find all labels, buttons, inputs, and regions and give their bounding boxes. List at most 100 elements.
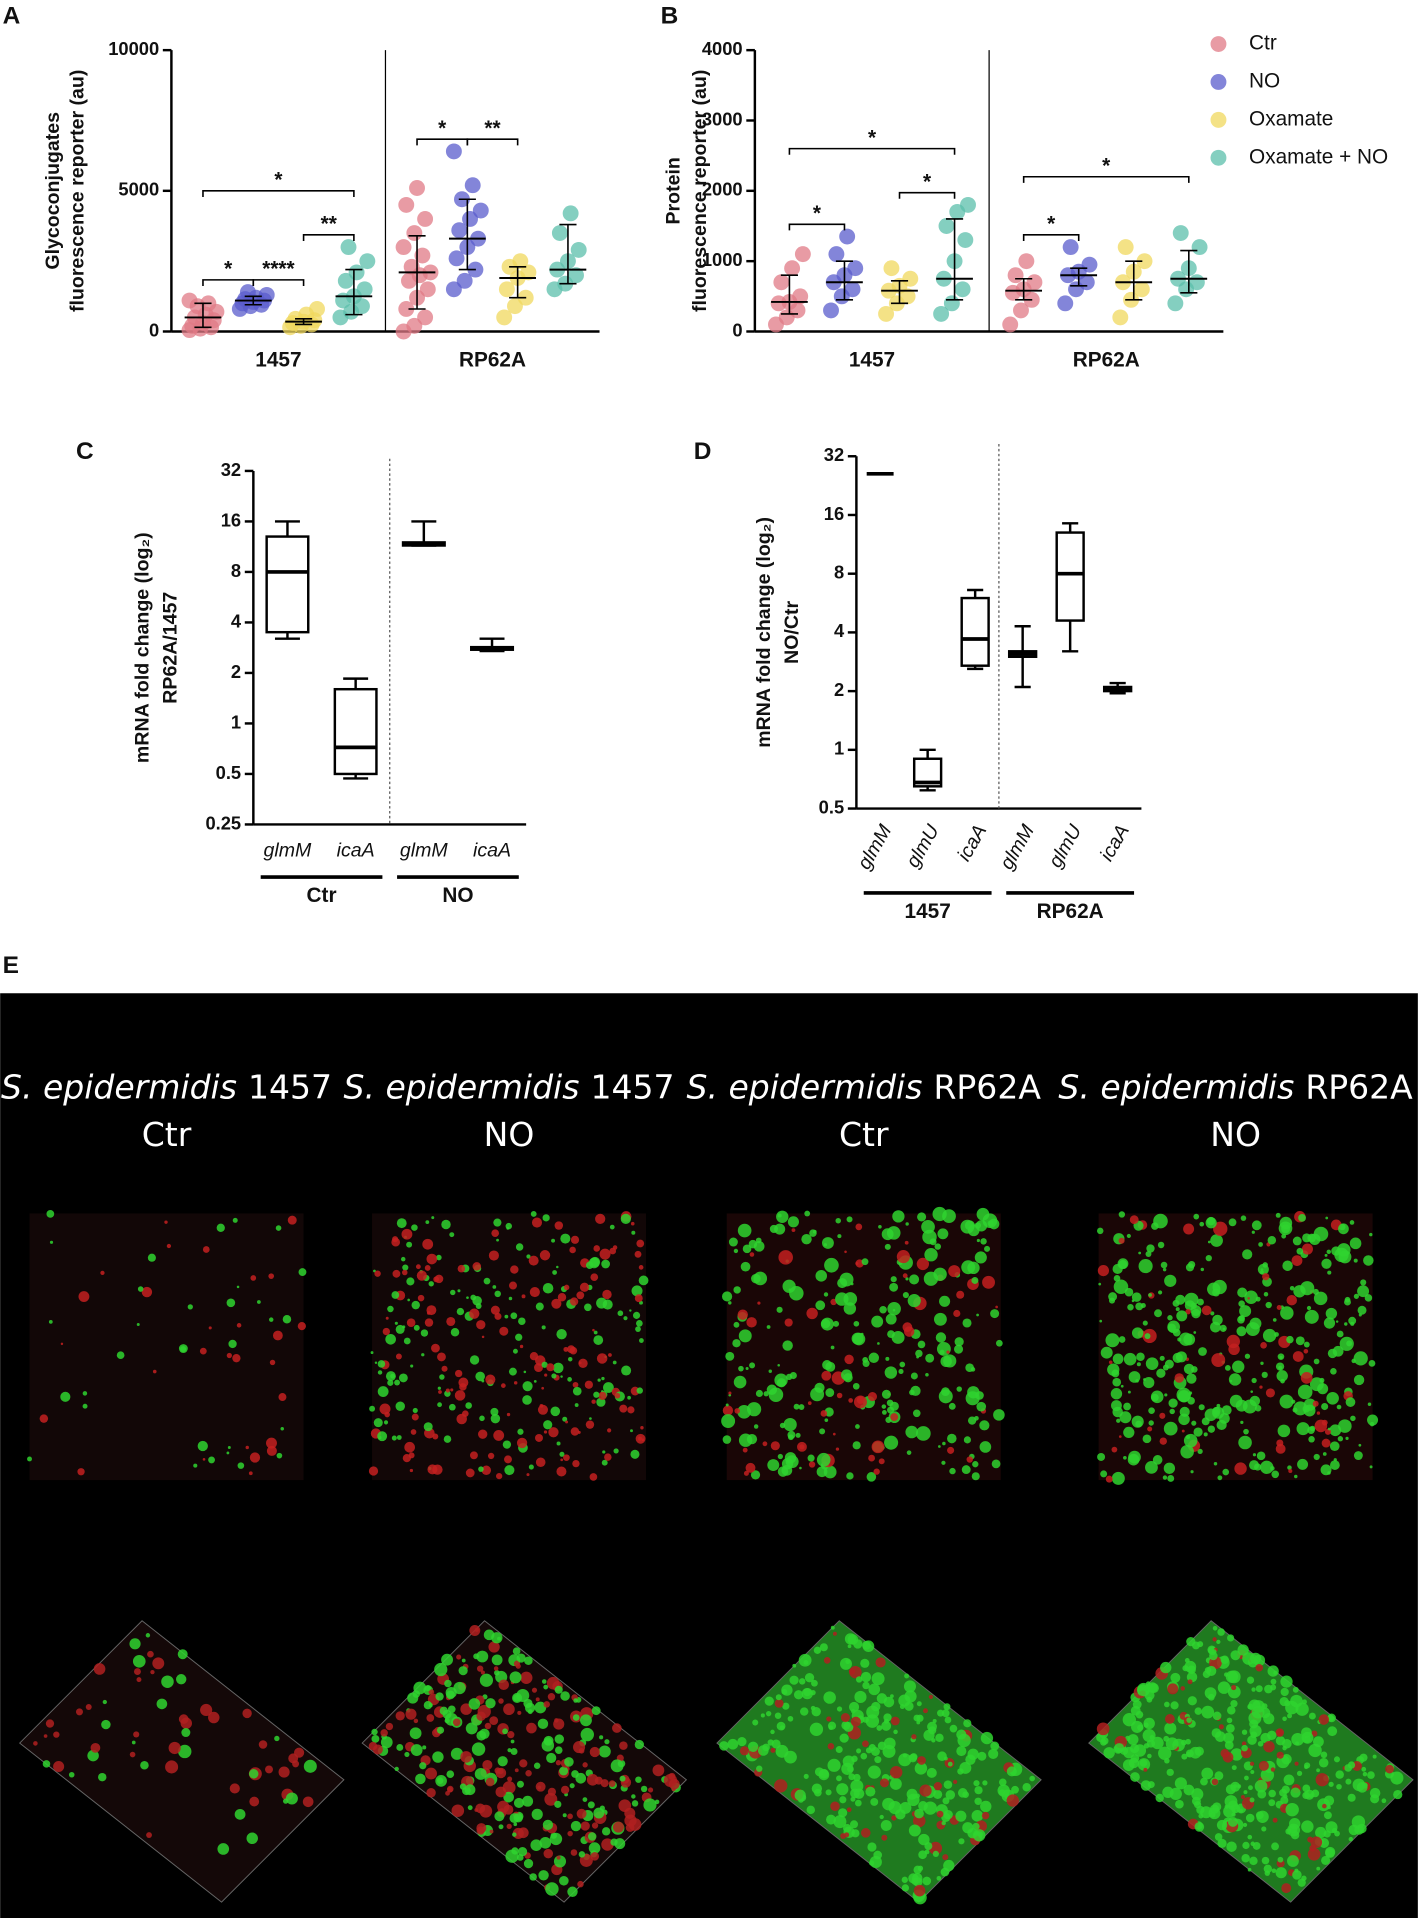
cell-cluster-3d (890, 1766, 903, 1779)
cell-cluster (636, 1320, 643, 1327)
cell-cluster (1282, 1260, 1293, 1271)
y-tick-label: 1 (231, 711, 241, 732)
cell-cluster (1172, 1328, 1181, 1337)
cell-cluster-3d (836, 1783, 849, 1796)
cell-cluster-3d (589, 1746, 600, 1758)
cell-cluster-3d (856, 1748, 862, 1754)
cell-cluster-3d (1347, 1793, 1356, 1802)
data-point (337, 272, 354, 289)
cell-cluster-3d (1225, 1670, 1239, 1683)
cell-cluster-3d (495, 1786, 507, 1798)
significance-bracket (898, 191, 956, 199)
x-tick-label: glmM (400, 840, 449, 862)
cell-cluster (529, 1352, 539, 1361)
cell-cluster (1228, 1218, 1237, 1227)
cell-cluster (411, 1300, 420, 1310)
cell-cluster-3d (476, 1650, 489, 1663)
cell-cluster (508, 1296, 513, 1301)
cell-cluster (1148, 1420, 1154, 1426)
cell-cluster-3d (43, 1734, 48, 1738)
cell-cluster (396, 1218, 407, 1229)
cell-cluster (852, 1382, 860, 1390)
cell-cluster (1321, 1438, 1331, 1448)
cell-cluster-3d (489, 1829, 494, 1834)
cell-cluster (746, 1433, 758, 1445)
cell-cluster (835, 1217, 841, 1224)
group-label: NO (442, 884, 473, 907)
cell-cluster-3d (916, 1701, 922, 1707)
cell-cluster (722, 1405, 734, 1416)
cell-cluster (962, 1318, 972, 1328)
cell-cluster (1349, 1220, 1355, 1225)
cell-cluster (1325, 1216, 1329, 1220)
cell-cluster (441, 1365, 448, 1372)
cell-cluster-3d (102, 1699, 107, 1705)
cell-cluster (46, 1209, 55, 1218)
cell-cluster (275, 1225, 282, 1231)
cell-cluster-3d (471, 1742, 486, 1756)
cell-cluster-3d (835, 1746, 843, 1754)
cell-cluster-3d (1187, 1679, 1193, 1685)
cell-cluster (403, 1337, 411, 1345)
cell-cluster-3d (464, 1784, 476, 1796)
cell-cluster (392, 1269, 401, 1278)
data-point (1002, 316, 1019, 333)
y-tick-label: 2 (834, 679, 844, 700)
cell-cluster (450, 1289, 456, 1296)
cell-cluster (1193, 1427, 1203, 1437)
cell-cluster-3d (770, 1747, 776, 1753)
cell-cluster (457, 1264, 466, 1273)
cell-cluster (544, 1373, 548, 1377)
cell-cluster-3d (598, 1745, 611, 1758)
cell-cluster (631, 1285, 643, 1297)
cell-cluster-3d (1011, 1785, 1019, 1794)
cell-cluster (807, 1454, 815, 1462)
cell-cluster-3d (1282, 1716, 1287, 1722)
cell-cluster (1210, 1321, 1221, 1333)
cell-cluster (974, 1222, 982, 1229)
y-axis-label: RP62A/1457 (160, 592, 182, 704)
cell-cluster-3d (1137, 1724, 1144, 1731)
cell-cluster (481, 1335, 485, 1339)
cell-cluster (733, 1321, 740, 1328)
cell-cluster-3d (488, 1641, 500, 1653)
cell-cluster (541, 1325, 546, 1330)
data-point (348, 264, 365, 281)
cell-cluster (745, 1366, 749, 1371)
cell-cluster-3d (599, 1735, 604, 1740)
cell-cluster (1357, 1305, 1367, 1315)
y-tick-label: 4 (834, 620, 845, 641)
cell-cluster (815, 1270, 828, 1282)
cell-cluster-3d (1217, 1681, 1231, 1694)
cell-cluster-3d (1248, 1785, 1253, 1791)
cell-cluster-3d (830, 1625, 835, 1630)
cell-cluster-3d (907, 1793, 920, 1807)
cell-cluster-3d (1220, 1748, 1230, 1758)
cell-cluster (825, 1388, 835, 1397)
cell-cluster-3d (1230, 1699, 1238, 1708)
cell-cluster (784, 1318, 793, 1327)
cell-cluster (776, 1210, 789, 1223)
cell-cluster-3d (407, 1692, 419, 1704)
cell-cluster (1267, 1236, 1277, 1245)
cell-cluster-3d (101, 1719, 111, 1730)
cell-cluster (1353, 1374, 1365, 1386)
cell-cluster-3d (1290, 1787, 1301, 1798)
cell-cluster (737, 1309, 748, 1320)
cell-cluster (938, 1389, 953, 1404)
data-point (406, 317, 423, 334)
cell-cluster (889, 1282, 899, 1292)
cell-cluster-3d (943, 1859, 955, 1872)
cell-cluster (1234, 1462, 1247, 1475)
cell-cluster (401, 1269, 408, 1276)
cell-cluster (1363, 1255, 1374, 1266)
cell-cluster (1185, 1263, 1195, 1272)
cell-cluster-3d (652, 1764, 665, 1777)
y-tick-label: 8 (231, 560, 241, 581)
cell-cluster (539, 1250, 551, 1261)
y-tick-label: 1 (834, 738, 844, 759)
cell-cluster-3d (923, 1729, 935, 1741)
cell-cluster-3d (803, 1773, 809, 1779)
cell-cluster (947, 1446, 955, 1454)
cell-cluster-3d (498, 1679, 509, 1691)
